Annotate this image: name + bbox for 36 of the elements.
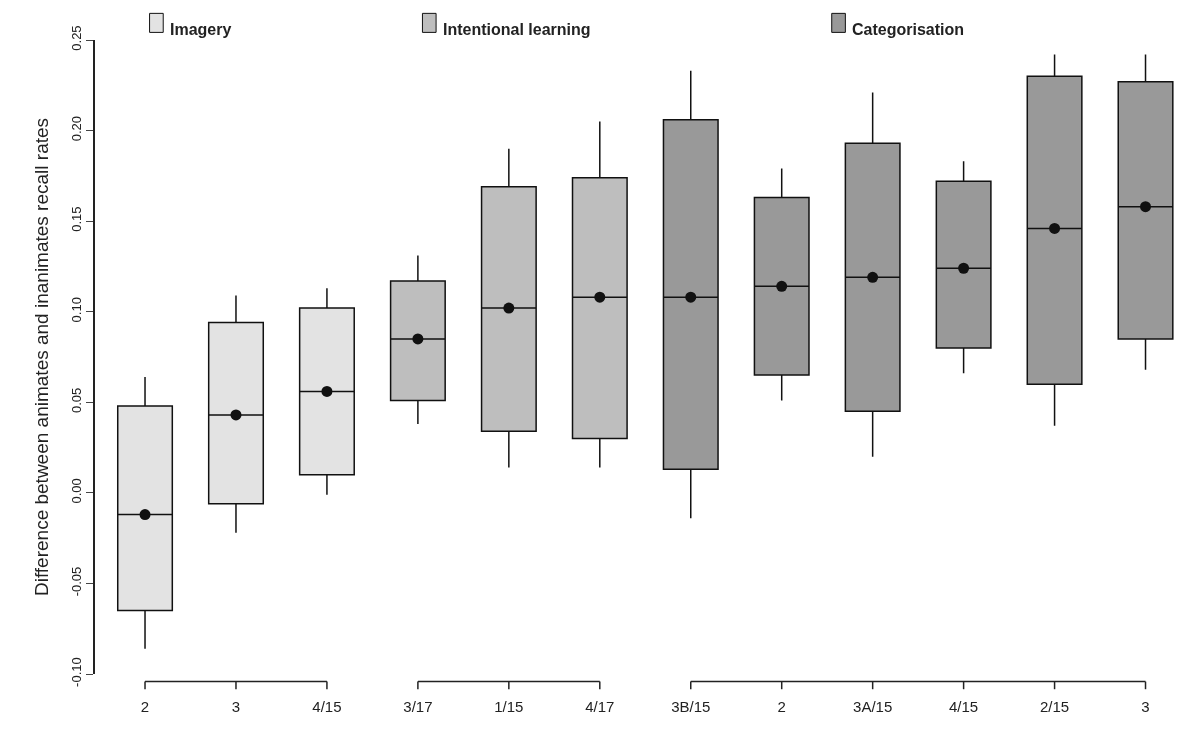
x-tick-label: 2: [777, 698, 786, 715]
legend-label: Intentional learning: [443, 21, 591, 38]
point: [867, 271, 879, 283]
x-tick-label: 4/17: [585, 698, 615, 715]
y-tick-label: 0.20: [69, 115, 85, 142]
point: [139, 509, 151, 521]
y-tick-label: -0.10: [69, 657, 85, 687]
legend-label: Categorisation: [852, 21, 965, 38]
point: [958, 262, 970, 274]
x-tick-label: 2/15: [1039, 698, 1070, 715]
x-tick-label: 4/15: [949, 698, 979, 715]
y-tick-label: -0.05: [69, 566, 85, 597]
y-tick-label: 0.10: [69, 297, 85, 323]
legend-label: Imagery: [170, 21, 232, 38]
y-tick-label: 0.15: [69, 206, 85, 232]
x-tick-label: 2: [140, 698, 150, 715]
x-tick-label: 3B/15: [671, 698, 711, 715]
point: [230, 409, 242, 421]
y-tick-label: 0.25: [69, 25, 85, 51]
point: [594, 291, 606, 303]
x-tick-label: 3: [231, 698, 241, 715]
y-tick-label: 0.00: [69, 478, 85, 504]
x-tick-label: 3: [1141, 698, 1150, 715]
x-tick-label: 1/15: [494, 698, 524, 715]
y-tick-label: 0.05: [69, 387, 85, 413]
x-tick-label: 3/17: [403, 698, 433, 715]
point: [321, 385, 333, 397]
y-axis-title: Difference between animates and inanimates recall rates: [31, 117, 53, 597]
point: [412, 333, 424, 345]
x-tick-label: 4/15: [312, 698, 342, 715]
x-tick-label: 3A/15: [853, 698, 893, 715]
point: [1140, 201, 1152, 213]
point: [776, 280, 788, 292]
point: [1049, 222, 1061, 234]
point: [685, 291, 697, 303]
point: [503, 302, 515, 314]
